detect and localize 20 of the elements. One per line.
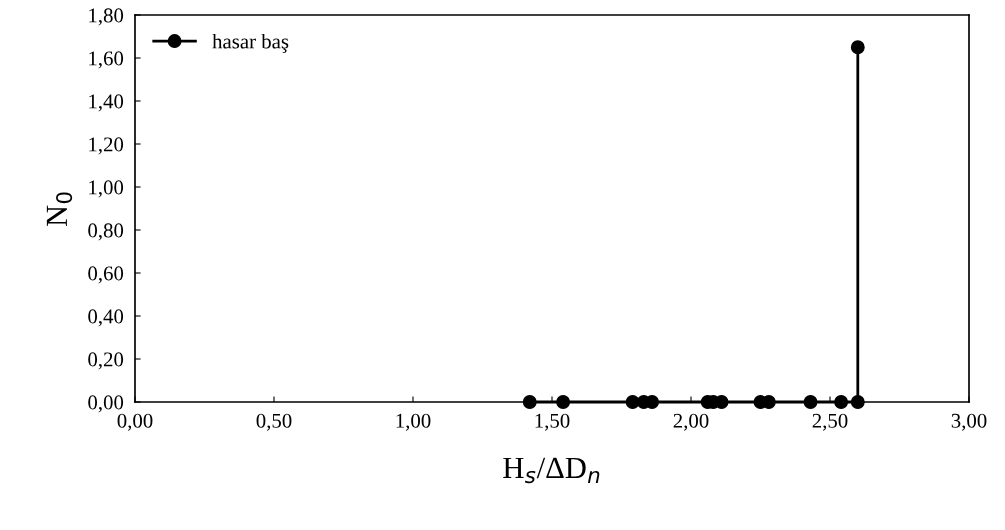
y-tick-label: 1,40	[89, 94, 124, 112]
y-tick-label: 1,20	[89, 137, 124, 155]
y-tick-label: 0,60	[88, 266, 124, 284]
x-tick-label: 0,50	[256, 413, 292, 431]
legend-label: hasar baş	[212, 33, 289, 53]
x-tick-label: 3,00	[951, 413, 987, 431]
x-tick-label: 0,00	[117, 413, 153, 431]
y-tick-label: 0,80	[88, 223, 124, 241]
y-tick-label: 1,80	[89, 8, 124, 26]
y-tick-label: 1,00	[89, 180, 124, 198]
y-tick-label: 1,60	[89, 51, 124, 69]
x-tick-label: 1,50	[535, 413, 570, 431]
y-tick-label: 0,40	[88, 309, 124, 327]
x-tick-label: 2,00	[673, 413, 709, 431]
y-axis-title: N$_{0}$	[46, 192, 73, 227]
y-tick-label: 0,20	[88, 352, 124, 370]
y-tick-label: 0,00	[88, 395, 124, 413]
x-tick-label: 1,00	[396, 413, 431, 431]
x-tick-label: 2,50	[812, 413, 848, 431]
x-axis-title: H$_{s}$/ΔD$_{n}$	[503, 457, 600, 484]
